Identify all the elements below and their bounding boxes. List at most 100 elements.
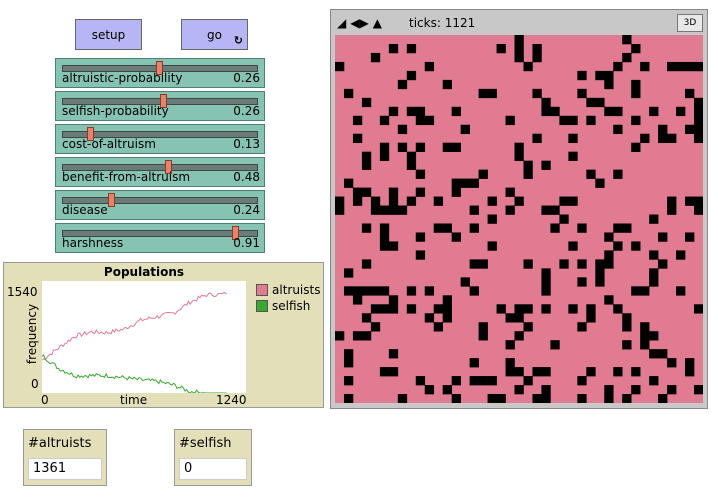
black-patch [415,169,426,179]
plot-ylabel: frequency [25,303,39,365]
black-patch [505,313,515,323]
black-patch [487,214,497,224]
black-patch [541,394,551,403]
slider-cost-of-altruism[interactable]: cost-of-altruism 0.13 [55,124,265,154]
black-patch [649,331,659,341]
black-patch [604,295,614,305]
slider-harshness[interactable]: harshness 0.91 [55,223,265,253]
black-patch [631,367,641,377]
black-patch [397,124,408,135]
black-patch [568,241,578,251]
vertical-arrows-icon[interactable]: ▲ [372,16,382,30]
black-patch [631,115,641,126]
black-patch [604,250,614,260]
slider-knob[interactable] [159,94,167,108]
black-patch [577,394,587,403]
black-patch [541,304,551,314]
black-patch [460,124,470,135]
legend-swatch-altruists [256,284,268,296]
black-patch [343,268,354,278]
black-patch [559,115,569,126]
3d-button[interactable]: 3D [677,14,703,32]
black-patch [361,187,372,197]
black-patch [604,232,614,242]
slider-track[interactable] [62,230,258,237]
black-patch [424,286,435,296]
black-patch [649,106,659,117]
black-patch [631,88,641,99]
slider-track[interactable] [62,131,258,138]
setup-button[interactable]: setup [75,19,142,50]
slider-label: benefit-from-altruism [62,170,191,184]
slider-knob[interactable] [156,61,163,75]
slider-value: 0.26 [233,104,260,118]
black-patch [335,331,345,341]
series-line-altruists [42,291,227,361]
black-patch [685,232,695,242]
altruists-monitor-label: #altruists [28,436,92,451]
black-patch [631,385,641,395]
black-patch [335,196,345,206]
black-patch [622,52,632,63]
speed-icon[interactable]: ◢ [337,16,347,30]
slider-track[interactable] [62,164,258,171]
black-patch [361,331,372,341]
black-patch [335,205,345,215]
slider-altruistic-probability[interactable]: altruistic-probability 0.26 [55,58,265,88]
slider-label: selfish-probability [62,104,169,118]
slider-disease[interactable]: disease 0.24 [55,190,265,220]
slider-benefit-from-altruism[interactable]: benefit-from-altruism 0.48 [55,157,265,187]
black-patch [487,394,497,403]
black-patch [514,331,524,341]
black-patch [415,115,426,126]
black-patch [667,358,677,368]
slider-selfish-probability[interactable]: selfish-probability 0.26 [55,91,265,121]
black-patch [388,187,399,197]
black-patch [487,376,497,386]
black-patch [532,52,542,63]
black-patch [604,106,614,117]
black-patch [604,385,614,395]
black-patch [514,304,524,314]
black-patch [406,70,417,81]
slider-label: disease [62,203,108,217]
black-patch [541,268,551,278]
black-patch [442,79,452,90]
go-button[interactable]: go ↻ [181,19,248,50]
horizontal-arrows-icon[interactable]: ◀▶ [350,16,369,30]
slider-label: altruistic-probability [62,71,183,85]
black-patch [415,142,426,152]
black-patch [433,322,444,332]
black-patch [415,106,426,117]
black-patch [541,160,551,170]
black-patch [514,35,524,45]
slider-knob[interactable] [165,160,173,174]
black-patch [586,115,596,126]
slider-track[interactable] [62,197,258,204]
slider-knob[interactable] [107,193,115,207]
black-patch [406,286,417,296]
black-patch [613,61,623,72]
go-button-label: go [207,27,222,42]
black-patch [523,376,533,386]
black-patch [379,142,390,152]
black-patch [424,115,435,126]
black-patch [577,277,587,287]
slider-knob[interactable] [87,127,95,141]
selfish-monitor-value: 0 [179,458,247,480]
black-patch [370,205,381,215]
plot-xmax: 1240 [216,393,247,407]
black-patch [586,367,596,377]
black-patch [379,286,390,296]
black-patch [676,61,686,72]
setup-button-label: setup [91,27,126,42]
plot-title: Populations [103,265,185,279]
world-view: ◢ ◀▶ ▲ ticks: 1121 3D [330,9,708,409]
black-patch [694,304,703,314]
black-patch [694,106,703,117]
black-patch [523,169,533,179]
black-patch [397,79,408,90]
black-patch [550,223,560,233]
slider-knob[interactable] [232,226,240,240]
black-patch [622,322,632,332]
